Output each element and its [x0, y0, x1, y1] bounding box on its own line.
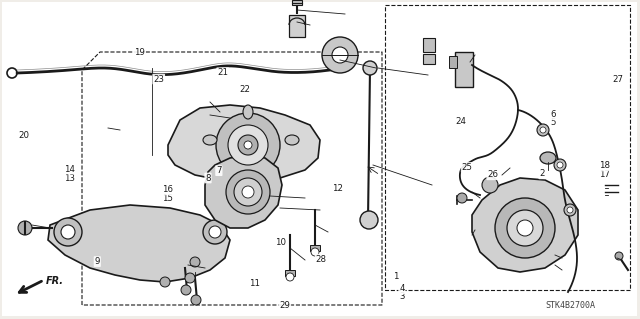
Text: 12: 12 — [332, 184, 344, 193]
Circle shape — [363, 61, 377, 75]
Circle shape — [557, 162, 563, 168]
Ellipse shape — [243, 105, 253, 119]
Circle shape — [234, 178, 262, 206]
Ellipse shape — [203, 135, 217, 145]
Circle shape — [286, 273, 294, 281]
Text: 3: 3 — [399, 292, 404, 301]
Circle shape — [567, 207, 573, 213]
Ellipse shape — [285, 135, 299, 145]
Text: 18: 18 — [598, 161, 610, 170]
Text: 9: 9 — [95, 257, 100, 266]
Circle shape — [190, 257, 200, 267]
Text: 28: 28 — [316, 255, 327, 263]
Circle shape — [228, 125, 268, 165]
Bar — [385, 5, 630, 290]
Text: 14: 14 — [63, 165, 75, 174]
Circle shape — [18, 221, 32, 235]
Text: 29: 29 — [280, 301, 290, 310]
Bar — [423, 38, 435, 52]
Text: 10: 10 — [275, 238, 286, 247]
Polygon shape — [472, 178, 578, 272]
Text: 24: 24 — [455, 117, 467, 126]
Circle shape — [311, 248, 319, 256]
Circle shape — [203, 220, 227, 244]
Circle shape — [457, 193, 467, 203]
Text: 20: 20 — [18, 131, 29, 140]
Text: 7: 7 — [216, 166, 221, 175]
Text: 17: 17 — [598, 170, 610, 179]
Circle shape — [495, 198, 555, 258]
Text: 6: 6 — [551, 110, 556, 119]
Circle shape — [322, 37, 358, 73]
Circle shape — [242, 186, 254, 198]
Text: 8: 8 — [205, 174, 211, 182]
Ellipse shape — [540, 152, 556, 164]
Text: 15: 15 — [162, 194, 173, 203]
Circle shape — [191, 295, 201, 305]
Bar — [455, 52, 473, 87]
Circle shape — [185, 273, 195, 283]
Text: STK4B2700A: STK4B2700A — [545, 300, 595, 309]
Text: 1: 1 — [393, 272, 398, 281]
Circle shape — [564, 204, 576, 216]
Polygon shape — [168, 105, 320, 182]
Text: 2: 2 — [540, 169, 545, 178]
Text: 26: 26 — [487, 170, 499, 179]
Circle shape — [226, 170, 270, 214]
Circle shape — [216, 113, 280, 177]
Text: FR.: FR. — [46, 276, 64, 286]
Text: 23: 23 — [153, 75, 164, 84]
Circle shape — [537, 124, 549, 136]
Circle shape — [554, 159, 566, 171]
Circle shape — [482, 177, 498, 193]
Circle shape — [181, 285, 191, 295]
Bar — [310, 245, 320, 251]
Circle shape — [54, 218, 82, 246]
Circle shape — [332, 47, 348, 63]
Bar — [285, 270, 295, 276]
Text: 25: 25 — [461, 163, 473, 172]
Bar — [292, 0, 302, 5]
Polygon shape — [205, 155, 282, 228]
Circle shape — [517, 220, 533, 236]
Circle shape — [209, 226, 221, 238]
Text: 13: 13 — [63, 174, 75, 182]
Bar — [289, 15, 305, 37]
Circle shape — [244, 141, 252, 149]
Text: 16: 16 — [162, 185, 173, 194]
Circle shape — [360, 211, 378, 229]
Circle shape — [238, 135, 258, 155]
Text: 27: 27 — [612, 75, 623, 84]
Circle shape — [540, 127, 546, 133]
Circle shape — [615, 252, 623, 260]
Circle shape — [7, 68, 17, 78]
Text: 19: 19 — [134, 48, 145, 57]
Circle shape — [160, 277, 170, 287]
Polygon shape — [48, 205, 230, 282]
Text: 4: 4 — [399, 284, 404, 293]
Text: 22: 22 — [239, 85, 250, 94]
Circle shape — [507, 210, 543, 246]
Ellipse shape — [243, 172, 253, 184]
Bar — [449, 56, 457, 68]
Text: 11: 11 — [249, 279, 260, 288]
Circle shape — [61, 225, 75, 239]
Bar — [423, 54, 435, 64]
Text: 5: 5 — [551, 118, 556, 127]
Text: 21: 21 — [217, 68, 228, 77]
